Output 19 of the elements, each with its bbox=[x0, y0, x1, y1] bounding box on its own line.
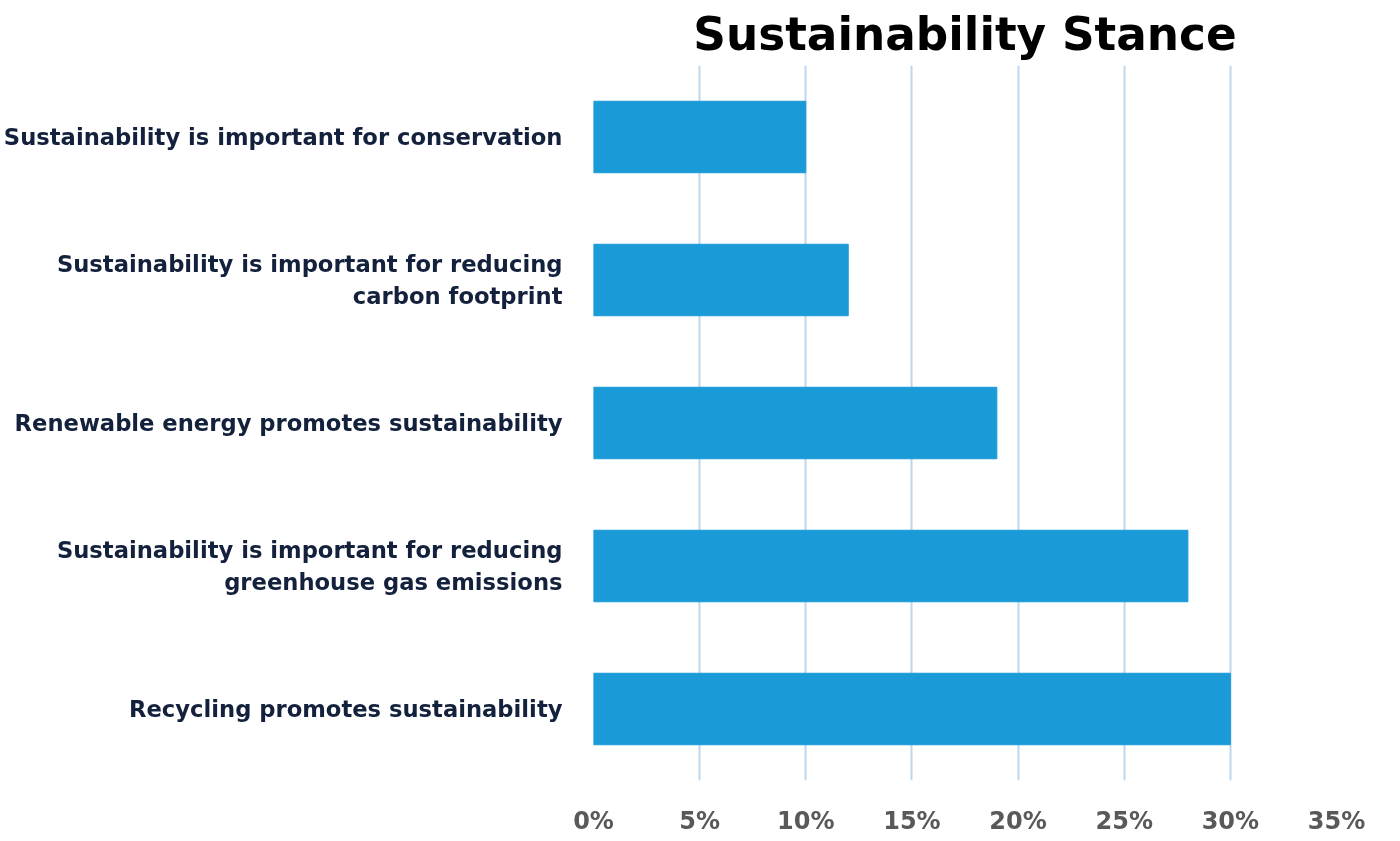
bar bbox=[593, 672, 1231, 746]
bar bbox=[593, 100, 807, 174]
chart-title: Sustainability Stance bbox=[693, 7, 1237, 61]
x-tick-label: 30% bbox=[1201, 806, 1260, 835]
y-tick-label: Sustainability is important for reducing greenhouse gas emissions bbox=[56, 537, 563, 595]
y-tick-label: Renewable energy promotes sustainability bbox=[14, 410, 563, 436]
y-tick-label: Sustainability is important for reducing carbon footprint bbox=[56, 251, 563, 309]
y-tick-label: Recycling promotes sustainability bbox=[129, 696, 563, 722]
y-tick-label: Sustainability is important for conservation bbox=[3, 124, 563, 150]
bar bbox=[593, 529, 1189, 603]
x-tick-label: 10% bbox=[777, 806, 835, 835]
bar bbox=[593, 386, 998, 460]
bar bbox=[593, 243, 849, 317]
x-tick-label: 15% bbox=[883, 806, 941, 835]
x-tick-label: 35% bbox=[1307, 806, 1366, 835]
x-tick-label: 20% bbox=[989, 806, 1047, 835]
x-tick-label: 25% bbox=[1095, 806, 1153, 835]
x-tick-label: 5% bbox=[679, 806, 721, 835]
x-tick-label: 0% bbox=[573, 806, 614, 835]
